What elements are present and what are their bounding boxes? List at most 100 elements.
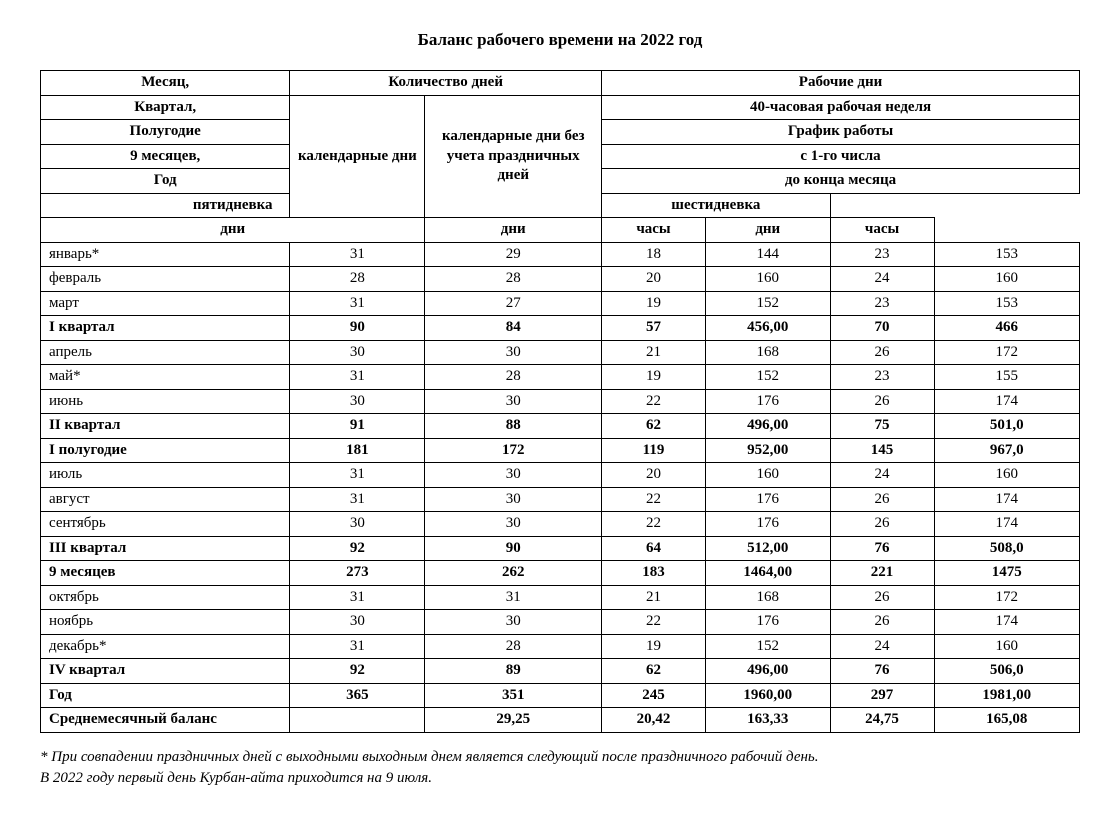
- cell: 24: [830, 634, 934, 659]
- cell: 351: [425, 683, 602, 708]
- cell: 22: [602, 512, 706, 537]
- cell: 221: [830, 561, 934, 586]
- cell: 64: [602, 536, 706, 561]
- cell: 26: [830, 389, 934, 414]
- table-row: IV квартал928962496,0076506,0: [41, 659, 1080, 684]
- cell: 30: [425, 512, 602, 537]
- cell: 952,00: [705, 438, 830, 463]
- row-label: декабрь*: [41, 634, 290, 659]
- row-label: III квартал: [41, 536, 290, 561]
- cell: 22: [602, 487, 706, 512]
- cell: 28: [290, 267, 425, 292]
- cell: 144: [705, 242, 830, 267]
- cell: 23: [830, 365, 934, 390]
- cell: 508,0: [934, 536, 1080, 561]
- page-title: Баланс рабочего времени на 2022 год: [40, 30, 1080, 50]
- cell: 30: [425, 487, 602, 512]
- cell: 26: [830, 340, 934, 365]
- table-row: май*31281915223155: [41, 365, 1080, 390]
- cell: 1475: [934, 561, 1080, 586]
- cell: 31: [290, 291, 425, 316]
- table-row: декабрь*31281915224160: [41, 634, 1080, 659]
- cell: 176: [705, 610, 830, 635]
- cell: 24: [830, 463, 934, 488]
- cell: 23: [830, 242, 934, 267]
- row-label: I полугодие: [41, 438, 290, 463]
- cell: 466: [934, 316, 1080, 341]
- cell: 30: [290, 610, 425, 635]
- table-body: январь*31291814423153февраль282820160241…: [41, 242, 1080, 732]
- cell: 174: [934, 487, 1080, 512]
- cell: 91: [290, 414, 425, 439]
- table-row: Год3653512451960,002971981,00: [41, 683, 1080, 708]
- cell: 20,42: [602, 708, 706, 733]
- header-dni3: дни: [705, 218, 830, 243]
- cell: 145: [830, 438, 934, 463]
- header-schedule: График работы: [602, 120, 1080, 145]
- cell: 22: [602, 610, 706, 635]
- cell: 21: [602, 340, 706, 365]
- cell: 172: [934, 340, 1080, 365]
- table-row: февраль28282016024160: [41, 267, 1080, 292]
- row-label: Среднемесячный баланс: [41, 708, 290, 733]
- table-row: I квартал908457456,0070466: [41, 316, 1080, 341]
- cell: 967,0: [934, 438, 1080, 463]
- row-label: октябрь: [41, 585, 290, 610]
- row-label: 9 месяцев: [41, 561, 290, 586]
- cell: 165,08: [934, 708, 1080, 733]
- cell: 28: [425, 365, 602, 390]
- row-label: I квартал: [41, 316, 290, 341]
- table-row: Среднемесячный баланс29,2520,42163,3324,…: [41, 708, 1080, 733]
- cell: 181: [290, 438, 425, 463]
- cell: 29: [425, 242, 602, 267]
- header-hours: часы: [602, 218, 706, 243]
- cell: 27: [425, 291, 602, 316]
- table-row: август31302217626174: [41, 487, 1080, 512]
- row-label: Год: [41, 683, 290, 708]
- cell: 160: [934, 267, 1080, 292]
- cell: 19: [602, 634, 706, 659]
- cell: 26: [830, 585, 934, 610]
- cell: 160: [934, 463, 1080, 488]
- header-days-cal-noh: календарные дни без учета праздничных дн…: [425, 95, 602, 218]
- cell: 152: [705, 634, 830, 659]
- header-half: Полугодие: [41, 120, 289, 145]
- footnote-line2: В 2022 году первый день Курбан-айта прих…: [40, 768, 1080, 789]
- table-row: март31271915223153: [41, 291, 1080, 316]
- cell: 30: [425, 463, 602, 488]
- header-six: шестидневка: [602, 193, 831, 218]
- header-9mo: 9 месяцев,: [41, 144, 289, 169]
- cell: 22: [602, 389, 706, 414]
- cell: 76: [830, 659, 934, 684]
- cell: 18: [602, 242, 706, 267]
- row-label: февраль: [41, 267, 290, 292]
- cell: 30: [290, 389, 425, 414]
- cell: 174: [934, 389, 1080, 414]
- header-year: Год: [41, 169, 289, 193]
- cell: 28: [425, 267, 602, 292]
- cell: 496,00: [705, 659, 830, 684]
- cell: 20: [602, 463, 706, 488]
- cell: 31: [290, 365, 425, 390]
- table-row: I полугодие181172119952,00145967,0: [41, 438, 1080, 463]
- footnote-line1: * При совпадении праздничных дней с выхо…: [40, 747, 1080, 768]
- cell: 172: [425, 438, 602, 463]
- cell: 1960,00: [705, 683, 830, 708]
- cell: 153: [934, 291, 1080, 316]
- cell: 89: [425, 659, 602, 684]
- cell: 26: [830, 512, 934, 537]
- cell: 245: [602, 683, 706, 708]
- cell: 152: [705, 365, 830, 390]
- cell: 29,25: [425, 708, 602, 733]
- cell: 30: [425, 610, 602, 635]
- cell: 172: [934, 585, 1080, 610]
- header-five: пятидневка: [41, 193, 425, 218]
- cell: 20: [602, 267, 706, 292]
- header-dni: дни: [41, 218, 425, 243]
- row-label: январь*: [41, 242, 290, 267]
- cell: 92: [290, 536, 425, 561]
- row-label: август: [41, 487, 290, 512]
- cell: 31: [290, 487, 425, 512]
- cell: 88: [425, 414, 602, 439]
- cell: 57: [602, 316, 706, 341]
